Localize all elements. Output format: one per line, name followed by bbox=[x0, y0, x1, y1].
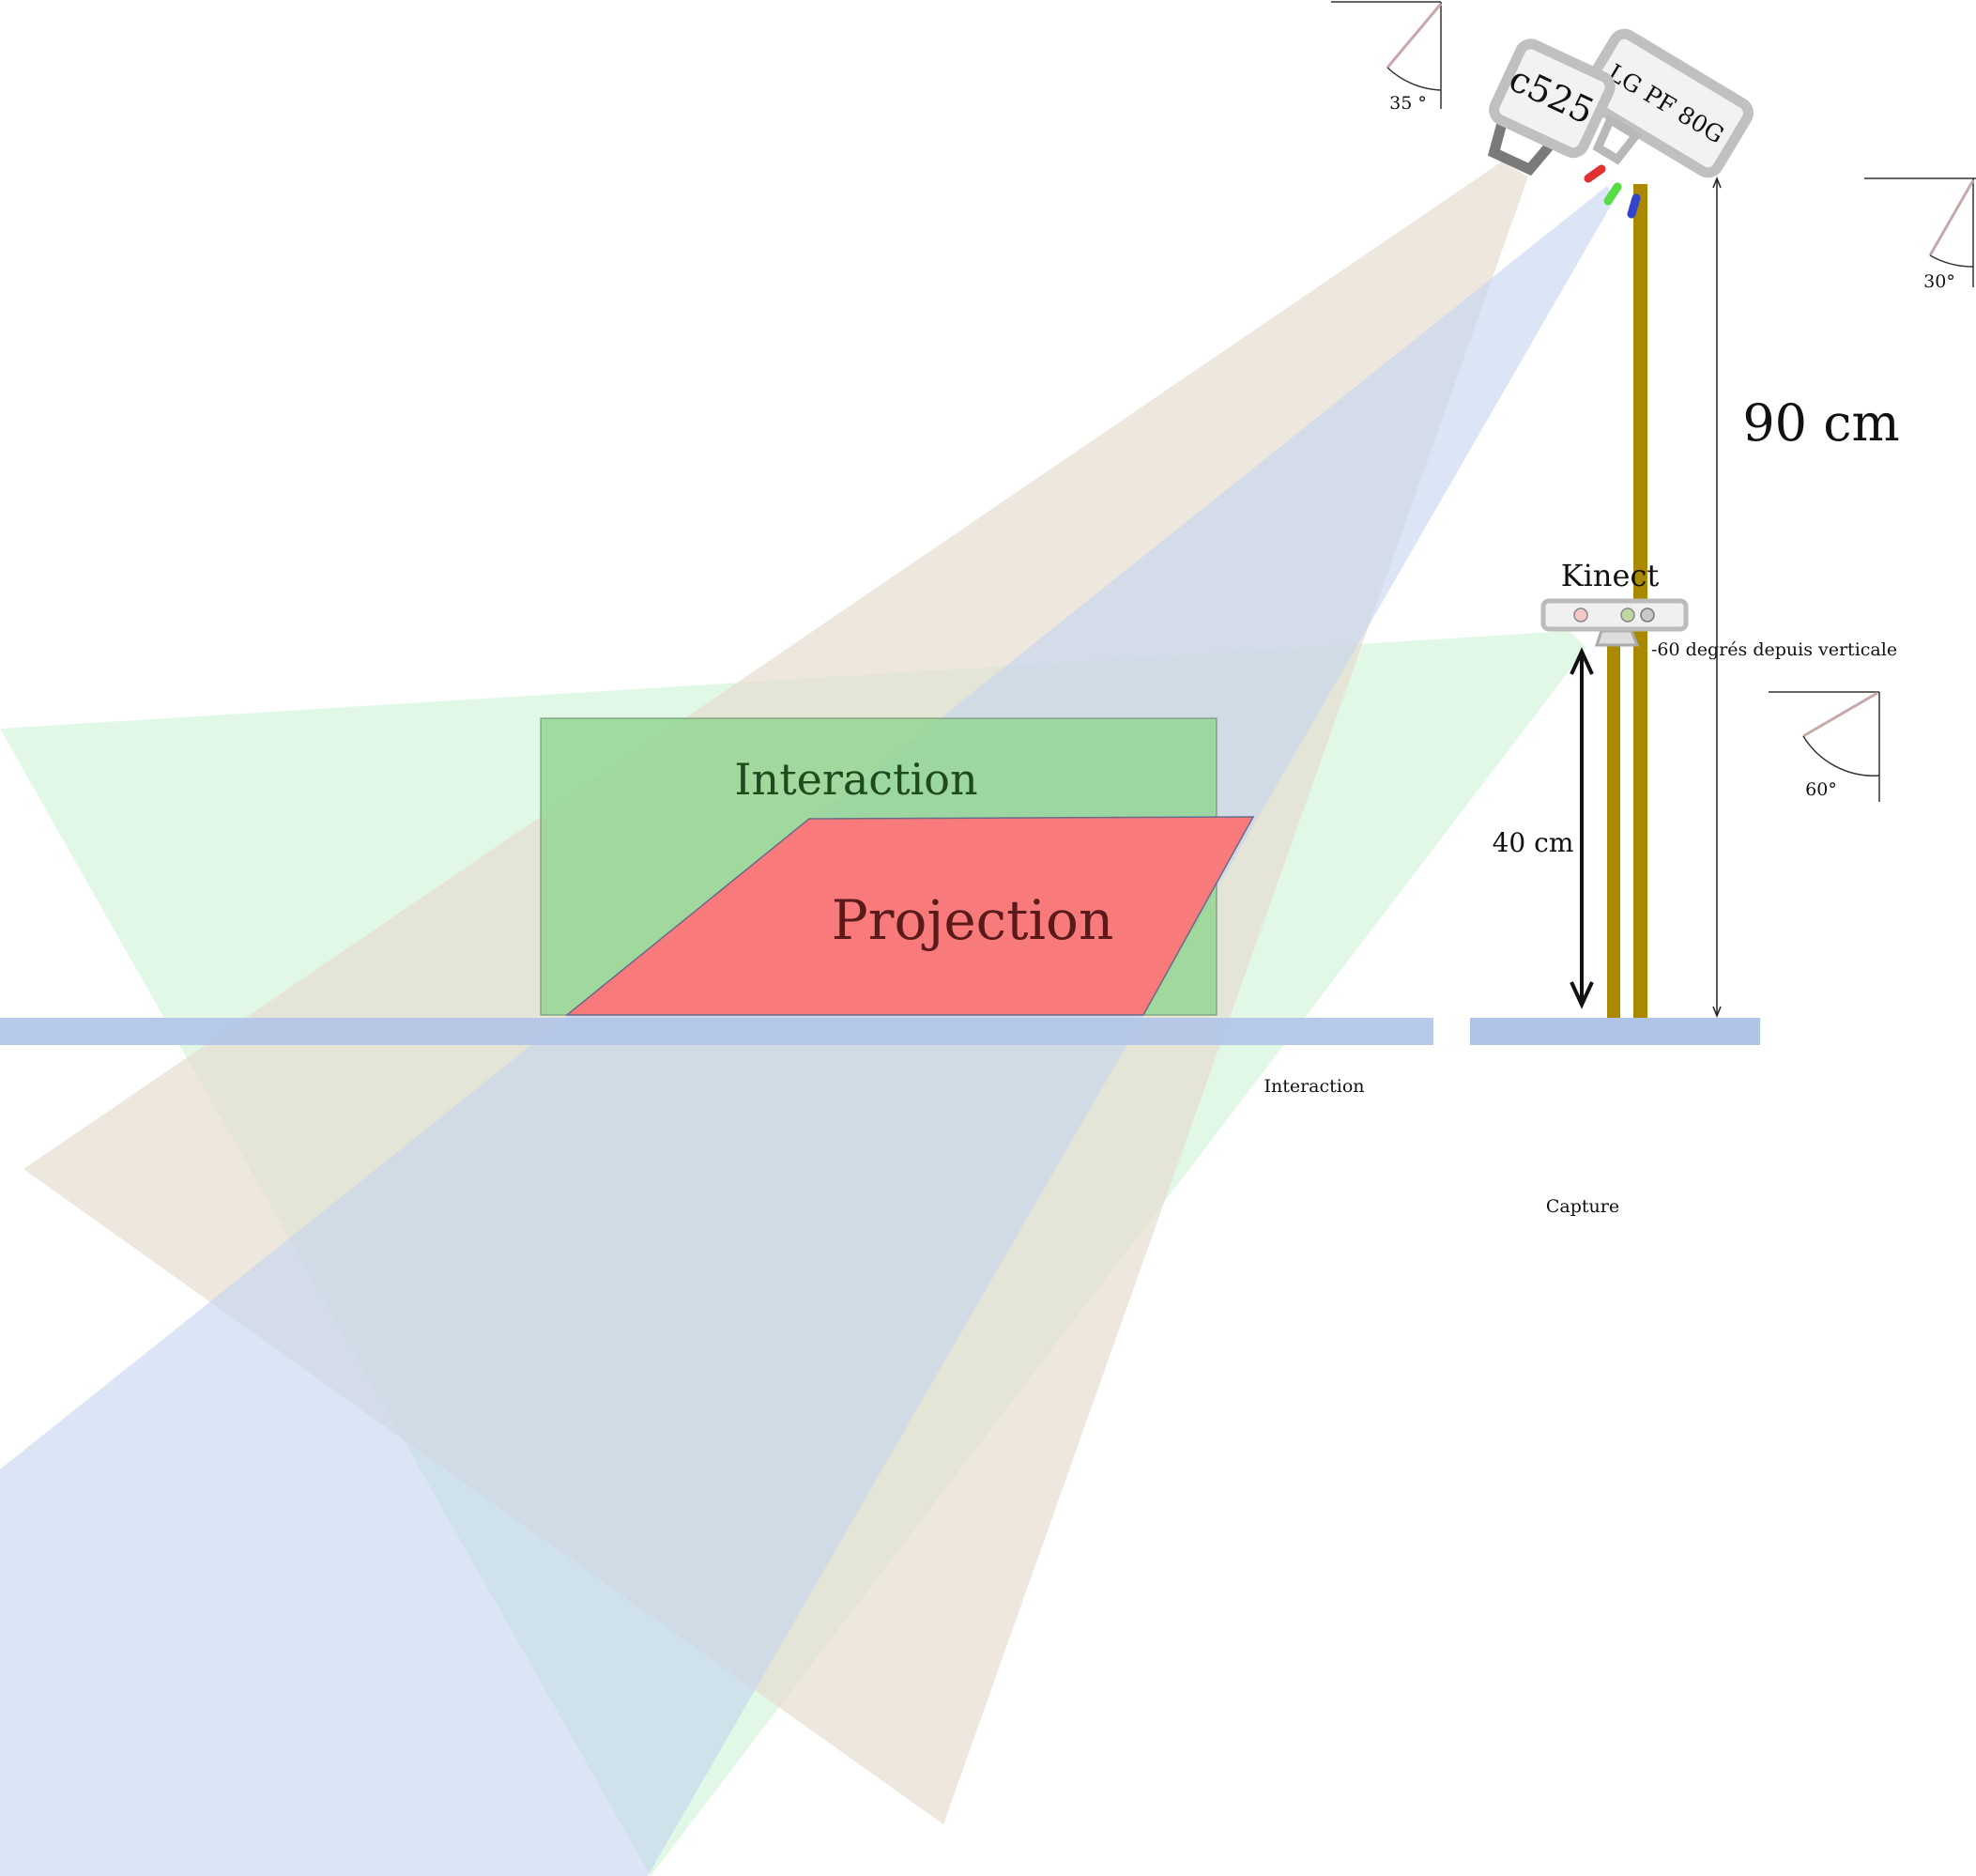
kinect-pole bbox=[1607, 646, 1620, 1018]
kinect-body bbox=[1540, 598, 1689, 632]
kinect-height-label: 40 cm bbox=[1493, 827, 1574, 858]
projector-blue-beam bbox=[1627, 193, 1641, 219]
kinect-depth-sensor bbox=[1640, 607, 1655, 623]
kinect-angle-indicator bbox=[1769, 691, 1880, 802]
projector-green-beam bbox=[1603, 182, 1622, 206]
kinect-angle-label: 60° bbox=[1805, 779, 1837, 800]
kinect-tilt-note: -60 degrés depuis verticale bbox=[1651, 639, 1897, 660]
table-surface-right bbox=[1470, 1018, 1760, 1045]
projector-red-beam bbox=[1584, 164, 1606, 183]
kinect-ir-emitter bbox=[1573, 607, 1588, 623]
projection-zone-label: Projection bbox=[832, 888, 1114, 952]
table-surface-left bbox=[0, 1018, 1433, 1045]
webcam-body bbox=[1489, 38, 1616, 159]
projector-height-label: 90 cm bbox=[1742, 393, 1899, 453]
projector-angle-indicator bbox=[1864, 177, 1976, 287]
webcam-angle-label: 35 ° bbox=[1389, 93, 1427, 114]
projector-height-arrow-bottom bbox=[1712, 1006, 1722, 1019]
kinect-mount bbox=[1594, 629, 1640, 647]
kinect-height-arrow-top bbox=[1570, 647, 1594, 675]
projector-body bbox=[1579, 28, 1754, 178]
interaction-zone-label: Interaction bbox=[734, 754, 977, 805]
webcam-angle-indicator bbox=[1331, 1, 1443, 109]
capture-caption: Capture bbox=[1546, 1196, 1619, 1217]
projector-height-arrow-top bbox=[1712, 176, 1722, 189]
projection-zone bbox=[564, 816, 1255, 1016]
webcam-body-group: c525 bbox=[1489, 38, 1616, 159]
kinect-label: Kinect bbox=[1561, 558, 1660, 593]
kinect-height-arrow-bottom bbox=[1570, 981, 1594, 1009]
projector-angle-label: 30° bbox=[1923, 271, 1955, 292]
projector-lens bbox=[1592, 114, 1643, 165]
interaction-caption: Interaction bbox=[1264, 1076, 1364, 1097]
kinect-rgb-camera bbox=[1620, 607, 1635, 623]
